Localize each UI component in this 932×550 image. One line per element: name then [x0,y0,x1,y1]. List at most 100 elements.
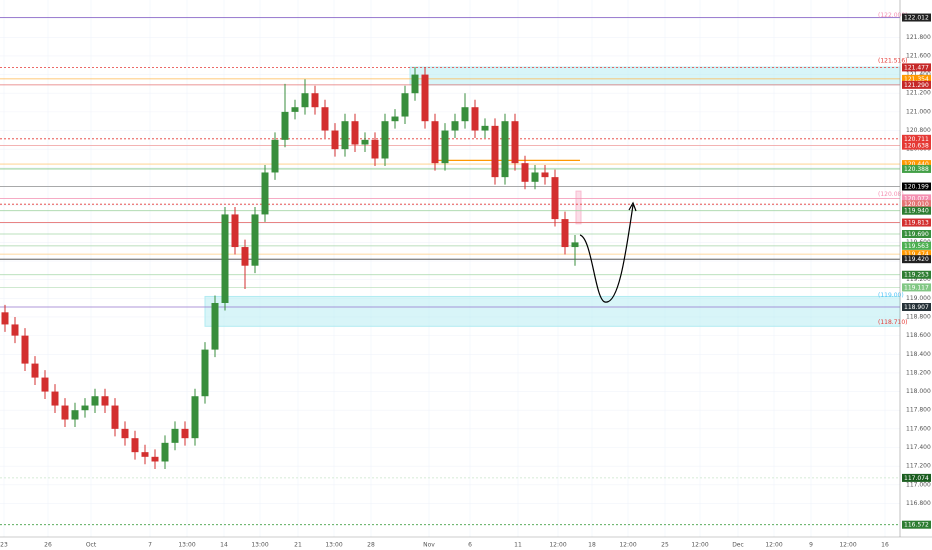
candle-body [201,349,209,397]
candle-body [1,312,9,325]
candle-body [311,93,319,108]
x-tick-label: 12:00 [765,542,782,549]
candle-body [101,396,109,406]
x-tick-label: 12:00 [839,542,856,549]
candle-body [221,214,229,303]
level-label: 120.072 [904,195,929,202]
level-tag [902,218,931,227]
level-label: 119.420 [904,256,929,263]
candle-body [81,405,89,411]
candle-body [331,130,339,150]
candle-body [131,438,139,453]
candle-body [381,121,389,159]
candle-body [41,377,49,392]
y-tick-label: 116.800 [906,500,931,507]
zone [204,295,901,327]
level-label: 121.354 [904,76,929,83]
candle-body [161,442,169,462]
x-tick-label: 28 [367,542,375,549]
y-tick-label: 118.800 [906,313,931,320]
candle-body [141,452,149,457]
candle-body [211,302,219,350]
x-tick-label: Nov [423,542,435,549]
level-tag [902,250,931,259]
candle-body [391,116,399,122]
candle-body [491,125,499,178]
level-tag [902,255,931,264]
x-tick-label: 12:00 [549,542,566,549]
level-label: 120.638 [904,143,929,150]
level-label: 121.290 [904,82,929,89]
level-tag [902,160,931,169]
y-tick-label: 121.800 [906,34,931,41]
x-tick-label: Oct [86,542,97,549]
y-tick-label: 117.800 [906,407,931,414]
annotation: (121.516) [878,57,908,64]
candle-body [281,111,289,140]
candle-body [271,139,279,173]
level-label: 120.711 [904,136,929,143]
candle-body [151,456,159,462]
x-tick-label: Dec [732,542,744,549]
candle-body [321,107,329,131]
candle-body [261,172,269,215]
level-label: 122.012 [904,15,929,22]
plot: (122.000) (121.516) (120.08) (119.00) (118.7… [0,0,908,537]
level-tag [902,303,931,312]
y-tick-label: 120.800 [906,127,931,134]
candle-body [191,396,199,439]
y-tick-label: 119.200 [906,276,931,283]
y-tick-label: 121.000 [906,108,931,115]
candle-body [341,121,349,150]
x-tick-label: 23 [0,542,8,549]
annotation: (119.00) [878,292,904,299]
level-label: 120.199 [904,184,929,191]
level-label: 120.388 [904,166,929,173]
candle-body [301,93,309,108]
candle-body [461,107,469,122]
candle-body [111,405,119,429]
zone [575,190,582,225]
candle-body [441,130,449,164]
candle-body [511,121,519,164]
candle-body [51,391,59,406]
y-tick-label: 118.400 [906,351,931,358]
candle-body [371,139,379,159]
x-tick-label: 16 [881,542,889,549]
level-label: 119.253 [904,272,929,279]
x-tick-label: 18 [588,542,596,549]
x-tick-label: 6 [468,542,472,549]
level-tag [902,230,931,239]
candle-body [501,121,509,178]
level-label: 119.940 [904,208,929,215]
candle-body [61,405,69,420]
level-label: 119.563 [904,243,929,250]
candle-body [401,93,409,117]
y-tick-label: 121.400 [906,71,931,78]
level-tag [902,134,931,143]
candle-body [291,107,299,112]
level-tag [902,270,931,279]
y-tick-label: 118.200 [906,369,931,376]
y-tick-label: 118.000 [906,388,931,395]
candle-body [521,163,529,182]
level-label: 120.010 [904,201,929,208]
candle-body [171,428,179,443]
candle-body [351,121,359,145]
level-tag [902,13,931,22]
candle-body [541,172,549,178]
level-tag [902,63,931,72]
candle-body [431,121,439,164]
level-label: 120.440 [904,161,929,168]
candle-body [561,219,569,248]
x-tick-label: 13:00 [178,542,195,549]
level-label: 116.572 [904,522,929,529]
level-tag [902,200,931,209]
y-tick-label: 117.200 [906,463,931,470]
candle-body [91,396,99,406]
candle-body [31,363,39,378]
candle-body [251,214,259,266]
x-tick-label: 25 [661,542,669,549]
candle-body [11,324,19,336]
